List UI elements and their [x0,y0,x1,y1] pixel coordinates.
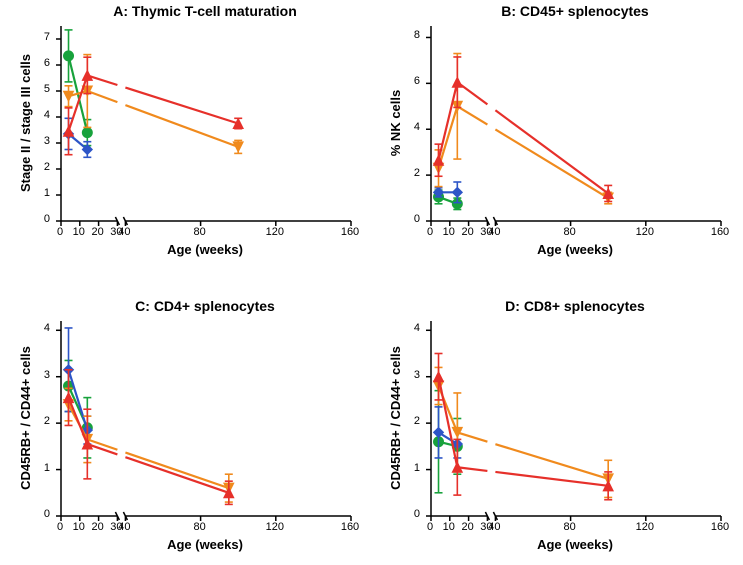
ytick-label: 2 [414,167,420,179]
ytick-label: 1 [44,187,50,199]
ytick-label: 6 [44,57,50,69]
panel-A-title: A: Thymic T-cell maturation [113,3,297,19]
ytick-label: 8 [414,29,420,41]
ytick-label: 3 [44,135,50,147]
panel-B-title: B: CD45+ splenocytes [501,3,648,19]
panel-D [430,320,720,515]
ytick-label: 0 [44,213,50,225]
xtick-label: 40 [118,226,130,238]
panel-D-title: D: CD8+ splenocytes [505,298,645,314]
xtick-label: 40 [488,521,500,533]
xtick-label: 20 [91,226,103,238]
xtick-label: 40 [488,226,500,238]
xtick-label: 120 [266,226,284,238]
panel-A [60,25,350,220]
ytick-label: 6 [414,75,420,87]
xtick-label: 0 [427,226,433,238]
panel-C [60,320,350,515]
figure-root: A: Thymic T-cell maturation Age (weeks) St… [0,0,743,565]
xtick-label: 20 [461,521,473,533]
panel-C-xlabel: Age (weeks) [167,537,243,552]
panel-B [430,25,720,220]
ytick-label: 1 [414,462,420,474]
xtick-label: 120 [266,521,284,533]
xtick-label: 20 [461,226,473,238]
xtick-label: 10 [443,521,455,533]
ytick-label: 0 [414,508,420,520]
ytick-label: 4 [414,322,420,334]
ytick-label: 7 [44,31,50,43]
xtick-label: 10 [443,226,455,238]
panel-D-ylabel: CD45RB+ / CD44+ cells [388,346,403,490]
xtick-label: 20 [91,521,103,533]
panel-C-title: C: CD4+ splenocytes [135,298,275,314]
xtick-label: 10 [73,226,85,238]
ytick-label: 2 [414,415,420,427]
xtick-label: 80 [563,521,575,533]
xtick-label: 80 [563,226,575,238]
panel-B-xlabel: Age (weeks) [537,242,613,257]
ytick-label: 4 [44,109,50,121]
xtick-label: 10 [73,521,85,533]
panel-A-ylabel: Stage II / stage III cells [18,53,33,191]
xtick-label: 160 [711,521,729,533]
ytick-label: 2 [44,161,50,173]
xtick-label: 160 [711,226,729,238]
xtick-label: 160 [341,226,359,238]
ytick-label: 4 [44,322,50,334]
ytick-label: 4 [414,121,420,133]
xtick-label: 120 [636,521,654,533]
xtick-label: 160 [341,521,359,533]
ytick-label: 5 [44,83,50,95]
ytick-label: 3 [44,369,50,381]
xtick-label: 120 [636,226,654,238]
ytick-label: 0 [44,508,50,520]
ytick-label: 2 [44,415,50,427]
xtick-label: 80 [193,521,205,533]
xtick-label: 0 [57,226,63,238]
panel-A-xlabel: Age (weeks) [167,242,243,257]
ytick-label: 3 [414,369,420,381]
xtick-label: 80 [193,226,205,238]
xtick-label: 40 [118,521,130,533]
panel-C-ylabel: CD45RB+ / CD44+ cells [18,346,33,490]
xtick-label: 0 [427,521,433,533]
xtick-label: 0 [57,521,63,533]
panel-B-ylabel: % NK cells [388,89,403,155]
ytick-label: 0 [414,213,420,225]
ytick-label: 1 [44,462,50,474]
panel-D-xlabel: Age (weeks) [537,537,613,552]
